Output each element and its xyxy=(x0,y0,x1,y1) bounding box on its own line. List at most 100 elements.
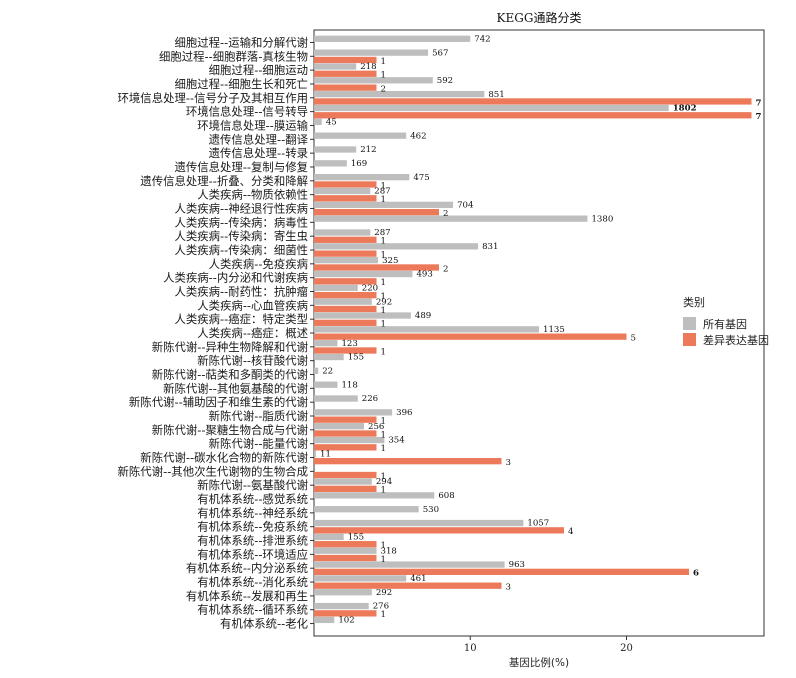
value-label-deg: 7 xyxy=(756,112,762,122)
bar-all-genes xyxy=(314,478,372,485)
value-label-all-genes: 118 xyxy=(341,380,357,390)
category-label: 人类疾病--癌症：概述 xyxy=(197,326,308,340)
value-label-deg: 1 xyxy=(381,181,386,191)
category-label: 有机体系统--发展和再生 xyxy=(186,589,308,603)
bar-all-genes xyxy=(314,243,479,250)
category-label: 细胞过程--细胞运动 xyxy=(209,63,308,77)
value-label-all-genes: 45 xyxy=(326,117,337,127)
value-label-all-genes: 256 xyxy=(368,422,384,432)
value-label-all-genes: 567 xyxy=(432,48,448,58)
bar-all-genes xyxy=(314,49,429,56)
bar-all-genes xyxy=(314,146,357,153)
bar-deg xyxy=(314,471,377,479)
value-label-all-genes: 123 xyxy=(341,339,357,349)
bar-all-genes xyxy=(314,533,344,541)
bar-all-genes xyxy=(314,160,347,167)
x-tick-label: 20 xyxy=(620,643,633,654)
category-label: 环境信息处理--信号转导 xyxy=(186,105,308,119)
category-label: 新陈代谢--能量代谢 xyxy=(209,437,308,451)
value-label-all-genes: 851 xyxy=(488,90,504,100)
bar-deg xyxy=(314,430,377,437)
bar-all-genes xyxy=(314,575,407,582)
legend-swatch-all-genes xyxy=(683,317,696,330)
value-label-all-genes: 22 xyxy=(322,367,333,377)
value-label-deg: 1 xyxy=(381,278,386,288)
legend-label-deg: 差异表达基因 xyxy=(703,333,769,347)
value-label-deg: 4 xyxy=(568,527,574,537)
bar-deg xyxy=(314,541,377,548)
value-label-all-genes: 294 xyxy=(376,477,393,487)
value-label-deg: 2 xyxy=(443,264,448,274)
bar-deg xyxy=(314,485,377,492)
bar-deg xyxy=(314,610,377,617)
bar-all-genes xyxy=(314,284,358,291)
bar-deg xyxy=(314,98,752,105)
bar-all-genes xyxy=(314,104,669,112)
category-label: 有机体系统--消化系统 xyxy=(197,575,308,589)
bar-deg xyxy=(314,208,439,216)
bar-all-genes xyxy=(314,367,319,375)
bar-all-genes xyxy=(314,90,485,98)
bar-deg xyxy=(314,250,377,257)
bar-all-genes xyxy=(314,215,588,222)
bar-deg xyxy=(314,347,377,354)
bar-deg xyxy=(314,264,439,271)
legend-swatch-deg xyxy=(683,333,696,346)
bar-all-genes xyxy=(314,229,371,236)
value-label-all-genes: 169 xyxy=(351,159,367,169)
value-label-all-genes: 102 xyxy=(338,616,354,626)
value-label-deg: 1 xyxy=(381,444,386,454)
bar-deg xyxy=(314,195,377,202)
category-label: 人类疾病--传染病：寄生虫 xyxy=(174,229,308,243)
category-label: 人类疾病--心血管疾病 xyxy=(197,298,308,312)
value-label-all-genes: 493 xyxy=(416,270,432,280)
bar-all-genes xyxy=(314,312,411,319)
value-label-deg: 5 xyxy=(631,334,636,344)
bar-all-genes xyxy=(314,589,372,596)
value-label-deg: 1 xyxy=(381,250,386,260)
value-label-all-genes: 1135 xyxy=(543,325,565,335)
value-label-deg: 1 xyxy=(381,71,386,81)
category-label: 新陈代谢--辅助因子和维生素的代谢 xyxy=(129,395,308,409)
bar-deg xyxy=(314,319,377,326)
value-label-all-genes: 1057 xyxy=(527,519,549,529)
bar-all-genes xyxy=(314,298,372,305)
category-label: 遗传信息处理--复制与修复 xyxy=(174,160,308,174)
bar-deg xyxy=(314,56,377,64)
bar-deg xyxy=(314,458,502,465)
bar-all-genes xyxy=(314,77,433,84)
value-label-deg: 1 xyxy=(381,347,386,357)
bar-all-genes xyxy=(314,201,454,208)
legend: 类别 所有基因 差异表达基因 xyxy=(683,295,769,347)
value-label-all-genes: 608 xyxy=(438,491,454,501)
bar-all-genes xyxy=(314,340,338,347)
value-label-all-genes: 831 xyxy=(482,242,498,252)
value-label-all-genes: 155 xyxy=(348,533,364,543)
category-label: 人类疾病--传染病：细菌性 xyxy=(174,243,308,257)
bar-deg xyxy=(314,291,377,299)
value-label-all-genes: 276 xyxy=(373,602,389,612)
category-label: 有机体系统--感觉系统 xyxy=(197,492,308,506)
value-label-all-genes: 742 xyxy=(474,34,490,44)
value-label-all-genes: 963 xyxy=(509,560,525,570)
value-label-deg: 1 xyxy=(381,430,386,440)
bar-all-genes xyxy=(314,450,317,458)
value-label-all-genes: 704 xyxy=(457,200,474,210)
category-label: 新陈代谢--聚糖生物合成与代谢 xyxy=(152,423,308,437)
category-label: 环境信息处理--信号分子及其相互作用 xyxy=(118,91,308,105)
bar-all-genes xyxy=(314,63,357,70)
bar-deg xyxy=(314,181,377,188)
bar-all-genes xyxy=(314,118,322,125)
value-label-all-genes: 287 xyxy=(374,187,390,197)
value-label-all-genes: 292 xyxy=(376,297,392,307)
value-label-all-genes: 475 xyxy=(413,173,429,183)
category-label: 有机体系统--免疫系统 xyxy=(197,520,308,534)
bar-all-genes xyxy=(314,326,539,333)
bar-deg xyxy=(314,568,689,576)
bar-deg xyxy=(314,305,377,313)
category-label: 新陈代谢--脂质代谢 xyxy=(209,409,308,423)
category-label: 人类疾病--免疫疾病 xyxy=(209,257,308,271)
bar-all-genes xyxy=(314,35,471,42)
value-label-all-genes: 220 xyxy=(362,283,378,293)
bar-deg xyxy=(314,236,377,243)
